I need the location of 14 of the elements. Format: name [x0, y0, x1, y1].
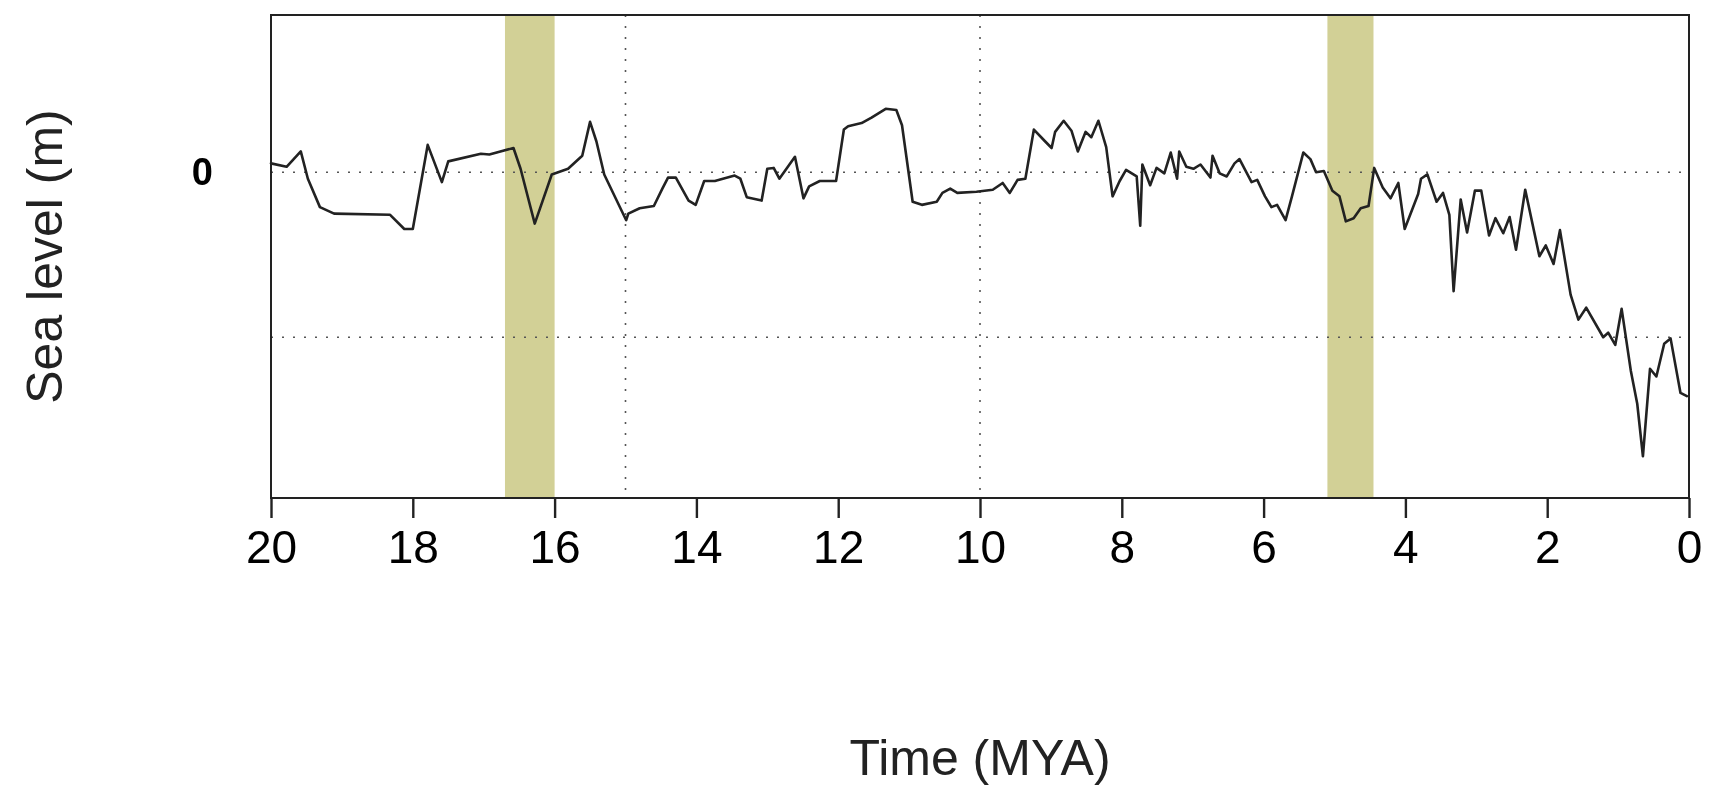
- x-tick-label: 18: [387, 520, 439, 573]
- x-tick-label: 20: [245, 520, 298, 573]
- x-tick-label: 4: [1393, 520, 1419, 573]
- x-tick-label: 14: [671, 520, 723, 573]
- x-axis-title: Time (MYA): [849, 730, 1111, 786]
- x-tick-label: 8: [1109, 520, 1136, 573]
- x-tick-label: 6: [1251, 520, 1277, 573]
- x-tick-label: 2: [1534, 520, 1561, 573]
- x-tick-label: 10: [954, 520, 1007, 573]
- x-tick-label: 16: [529, 520, 581, 573]
- y-axis-title: Sea level (m): [17, 109, 73, 404]
- ref-line-label: 0: [191, 151, 213, 194]
- x-tick-label: 12: [813, 520, 865, 573]
- x-tick-label: 0: [1676, 520, 1703, 573]
